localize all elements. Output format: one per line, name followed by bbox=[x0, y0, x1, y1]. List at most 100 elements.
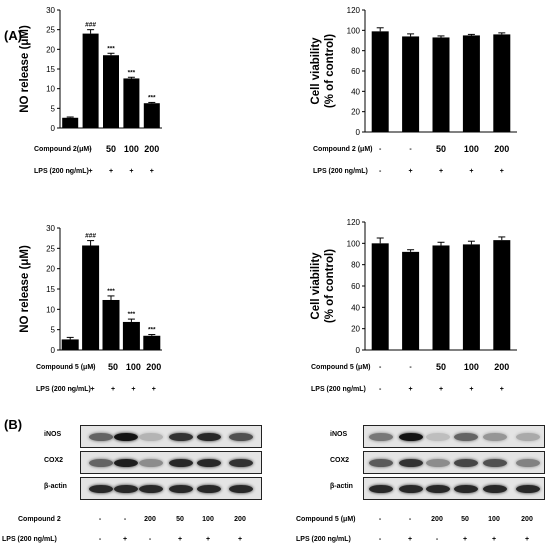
bar bbox=[123, 78, 140, 128]
lps-value: + bbox=[90, 386, 95, 393]
bar bbox=[143, 103, 160, 128]
blot-compound-value: 200 bbox=[521, 516, 533, 523]
blot-compound-value: - bbox=[408, 516, 412, 523]
lps-value: - bbox=[379, 168, 382, 175]
lps-value: + bbox=[438, 168, 444, 175]
bar bbox=[402, 36, 420, 132]
y-tick-label: 100 bbox=[347, 239, 361, 248]
blot-band bbox=[139, 432, 163, 441]
blot-lps-value: - bbox=[98, 536, 102, 543]
lps-value: + bbox=[408, 168, 413, 175]
blot-lps-value: - bbox=[148, 536, 152, 543]
blot-band bbox=[454, 484, 478, 493]
blot-compound-value: 50 bbox=[176, 516, 184, 523]
blot-lps-value: + bbox=[122, 536, 128, 543]
compound-row-label: Compound 5 (μM) bbox=[311, 364, 371, 371]
blot-row-label: β-actin bbox=[44, 483, 67, 490]
blot-row-label: β-actin bbox=[330, 483, 353, 490]
blot-band bbox=[89, 458, 113, 467]
blot-compound-label: Compound 5 (μM) bbox=[296, 516, 356, 523]
lps-value: + bbox=[499, 168, 504, 175]
bar bbox=[62, 117, 79, 128]
blot-band bbox=[197, 432, 221, 441]
blot-band bbox=[369, 432, 393, 441]
blot-band bbox=[114, 484, 138, 493]
y-tick-label: 25 bbox=[46, 26, 55, 35]
y-tick-label: 15 bbox=[46, 285, 55, 294]
blot-band bbox=[169, 484, 193, 493]
y-tick-label: 0 bbox=[356, 346, 361, 355]
compound-value: - bbox=[69, 146, 72, 153]
blot-band bbox=[483, 432, 507, 441]
blot-lps-value: + bbox=[177, 536, 183, 543]
y-tick-label: 20 bbox=[351, 108, 360, 117]
compound-value: - bbox=[91, 364, 94, 371]
blot-strip bbox=[80, 425, 262, 448]
blot-compound-label: Compound 2 bbox=[18, 516, 61, 523]
blot-compound-value: 200 bbox=[234, 516, 246, 523]
lps-row-label: LPS (200 ng/mL) bbox=[34, 168, 89, 175]
lps-value: + bbox=[438, 386, 444, 393]
y-tick-label: 40 bbox=[351, 87, 360, 96]
compound-value: 200 bbox=[144, 144, 160, 154]
bar bbox=[122, 321, 140, 350]
y-tick-label: 100 bbox=[347, 26, 361, 35]
blot-band bbox=[229, 432, 253, 441]
blot-row-label: iNOS bbox=[44, 431, 62, 438]
blot-row-label: iNOS bbox=[330, 431, 348, 438]
compound-value: 100 bbox=[463, 144, 479, 154]
compound-value: - bbox=[89, 146, 92, 153]
blot-band bbox=[89, 432, 113, 441]
bar bbox=[432, 37, 450, 133]
lps-row-label: LPS (200 ng/mL) bbox=[36, 386, 91, 393]
y-tick-label: 15 bbox=[46, 65, 55, 74]
blot-band bbox=[426, 484, 450, 493]
y-tick-label: 80 bbox=[351, 47, 360, 56]
y-tick-label: 0 bbox=[51, 346, 56, 355]
blot-lps-value: + bbox=[237, 536, 243, 543]
blot-compound-value: 200 bbox=[431, 516, 443, 523]
bar bbox=[432, 245, 450, 350]
lps-value: + bbox=[149, 168, 154, 175]
significance-mark: *** bbox=[128, 69, 136, 76]
lps-value: + bbox=[469, 168, 474, 175]
lps-row-label: LPS (200 ng/mL) bbox=[313, 168, 368, 175]
compound-value: 100 bbox=[123, 144, 139, 154]
y-tick-label: 25 bbox=[46, 244, 55, 253]
compound-row-label: Compound 2 (μM) bbox=[313, 146, 373, 153]
compound-value: - bbox=[409, 364, 412, 371]
compound-row-label: Compound 5 (μM) bbox=[36, 364, 96, 371]
significance-mark: *** bbox=[148, 327, 156, 334]
bar bbox=[103, 55, 119, 128]
bar bbox=[493, 34, 511, 132]
blot-compound-value: 100 bbox=[202, 516, 214, 523]
bar bbox=[493, 240, 511, 350]
blot-lps-value: + bbox=[524, 536, 530, 543]
blot-row-label: COX2 bbox=[44, 457, 64, 464]
bar bbox=[462, 244, 480, 350]
bar bbox=[371, 31, 389, 133]
lps-value: + bbox=[499, 386, 504, 393]
blot-lps-label: LPS (200 ng/mL) bbox=[2, 536, 57, 543]
blot-band bbox=[139, 458, 163, 467]
compound-value: 50 bbox=[435, 144, 446, 154]
y-tick-label: 120 bbox=[347, 218, 361, 227]
lps-value: + bbox=[88, 168, 93, 175]
significance-mark: *** bbox=[128, 311, 136, 318]
compound-value: 200 bbox=[494, 144, 510, 154]
blot-compound-value: - bbox=[98, 516, 102, 523]
blot-compound-value: - bbox=[378, 516, 382, 523]
blot-band bbox=[229, 484, 253, 493]
compound-value: 100 bbox=[463, 362, 479, 372]
bar bbox=[371, 243, 389, 350]
panel-a-label: (A) bbox=[4, 28, 23, 43]
bar bbox=[82, 245, 100, 350]
blot-band bbox=[483, 484, 507, 493]
y-tick-label: 20 bbox=[46, 45, 55, 54]
y-axis-label: (% of control) bbox=[324, 249, 336, 323]
lps-value: + bbox=[469, 386, 474, 393]
blot-strip bbox=[363, 477, 545, 500]
y-axis-label: Cell viability bbox=[310, 252, 322, 320]
lps-value: + bbox=[151, 386, 156, 393]
significance-mark: ### bbox=[85, 22, 96, 29]
